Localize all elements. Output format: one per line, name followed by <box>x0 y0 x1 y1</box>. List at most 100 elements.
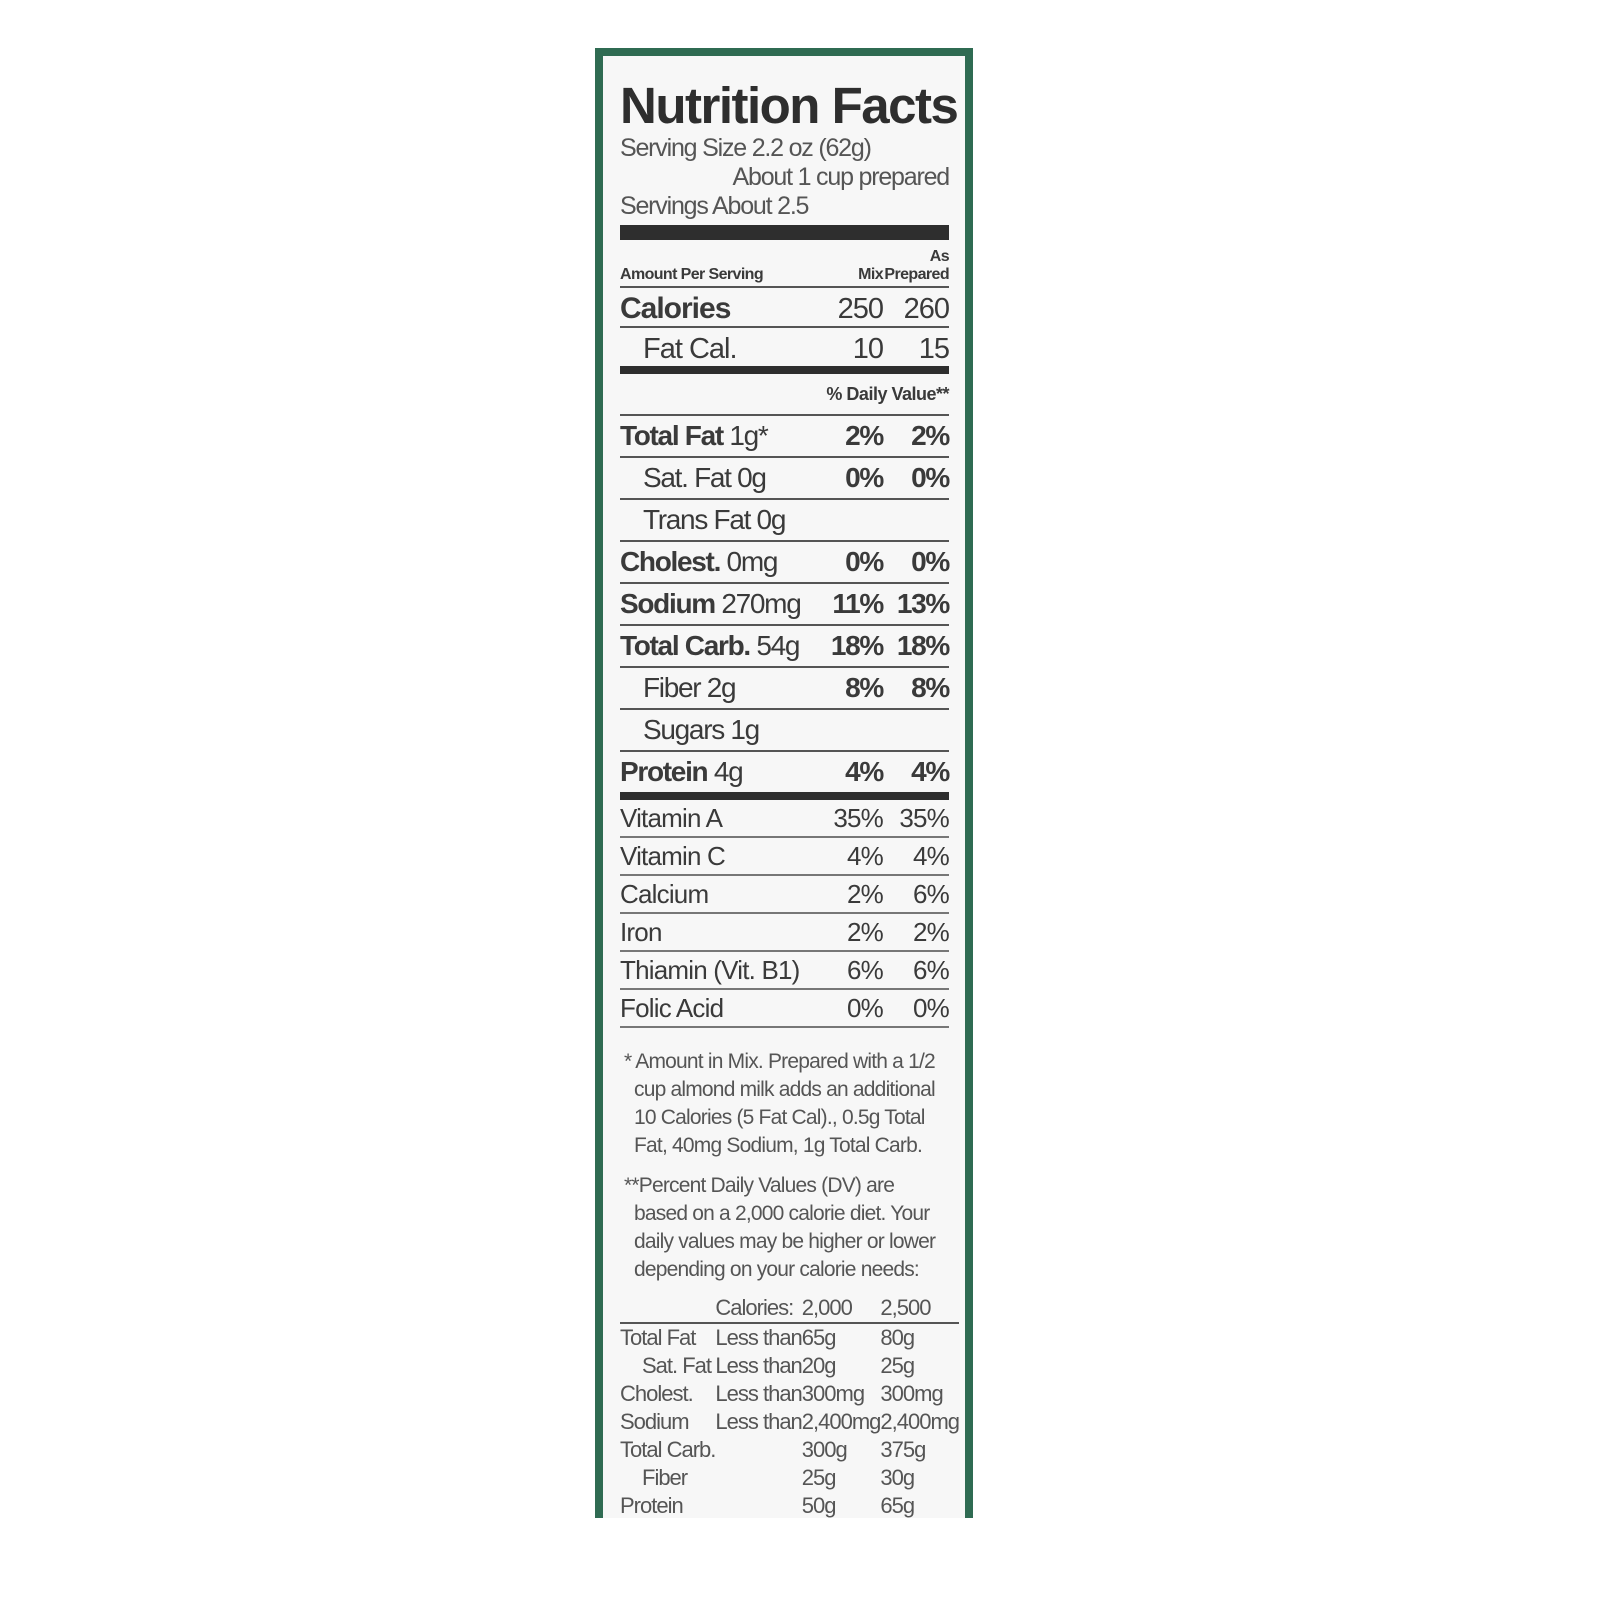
fat-cal-label: Fat Cal. <box>643 333 738 365</box>
dv-table-row: Protein 50g 65g <box>620 1492 959 1520</box>
dv-table-cell: 25g <box>801 1465 837 1490</box>
daily-value-header: % Daily Value** <box>620 374 950 416</box>
nutrient-mix-dv: 0% <box>845 546 884 577</box>
nutrient-mix-dv: 0% <box>845 462 884 493</box>
fat-cal-row: Fat Cal. 10 15 <box>620 328 950 366</box>
nutrient-row: Cholest. 0mg 0% 0% <box>620 542 950 584</box>
dv-table-cell: 80g <box>880 1325 915 1350</box>
nutrient-row: Sodium 270mg 11% 13% <box>620 584 950 626</box>
nutrient-name: Fiber 2g <box>643 672 737 703</box>
nutrient-mix-dv: 11% <box>832 588 884 619</box>
dv-table-row: Fiber 25g 30g <box>620 1464 959 1492</box>
footnotes: * Amount in Mix. Prepared with a 1/2 cup… <box>620 1048 949 1284</box>
dv-table-cell <box>715 1492 801 1520</box>
nutrient-prepared-dv: 4% <box>911 756 950 787</box>
nutrient-name: Sat. Fat 0g <box>643 462 767 493</box>
vitamin-mix: 4% <box>847 841 884 871</box>
nutrient-row: Total Fat 1g* 2% 2% <box>620 416 950 458</box>
nutrient-prepared-dv: 0% <box>911 546 950 577</box>
thick-divider <box>620 366 949 374</box>
dv-table-cell: 2,400mg <box>801 1409 882 1434</box>
dv-table-row: Sodium Less than 2,400mg 2,400mg <box>620 1408 960 1436</box>
nutrient-row: Total Carb. 54g 18% 18% <box>620 626 950 668</box>
nutrient-name: Cholest. <box>620 546 721 577</box>
nutrient-amount: 54g <box>756 630 800 661</box>
footnote-dv: **Percent Daily Values (DV) are based on… <box>624 1174 936 1281</box>
nutrient-mix-dv: 2% <box>845 420 884 451</box>
dv-table-cell: 300mg <box>880 1381 943 1406</box>
dv-table-cell: 65g <box>880 1493 915 1518</box>
dv-table-cell: 2,400mg <box>880 1409 960 1434</box>
vitamin-prepared: 35% <box>899 803 949 833</box>
dv-table-row: Total Fat Less than 65g 80g <box>620 1323 959 1352</box>
nutrient-name: Sodium <box>620 588 716 619</box>
label-title: Nutrition Facts <box>620 77 959 134</box>
vitamin-mix: 6% <box>847 955 884 985</box>
vitamin-mix: 2% <box>847 879 884 909</box>
dv-table-cell: 65g <box>801 1325 837 1350</box>
dv-table-cell: Less than <box>715 1325 802 1350</box>
nutrient-prepared-dv: 2% <box>911 420 950 451</box>
nutrient-prepared-dv: 8% <box>911 672 950 703</box>
dv-table-cell: 300g <box>801 1437 848 1462</box>
vitamin-mix: 2% <box>847 917 884 947</box>
vitamin-prepared: 6% <box>913 955 950 985</box>
vitamin-row: Vitamin A 35% 35% <box>620 800 950 838</box>
nutrient-amount: 1g* <box>729 420 768 451</box>
nutrient-mix-dv: 4% <box>845 756 884 787</box>
dv-table-cell: Protein <box>620 1493 684 1518</box>
dv-table-cell: Cholest. <box>620 1381 694 1406</box>
nutrient-name: Sugars 1g <box>643 714 760 745</box>
nutrient-name: Total Carb. <box>620 630 751 661</box>
vitamin-prepared: 0% <box>913 993 950 1023</box>
vitamin-mix: 0% <box>847 993 884 1023</box>
dv-table-cell: Total Fat <box>620 1325 696 1350</box>
dv-table-cell: Less than <box>715 1353 802 1378</box>
vitamin-name: Vitamin A <box>620 803 723 833</box>
serving-note: About 1 cup prepared <box>732 163 951 191</box>
nutrient-prepared-dv: 18% <box>896 630 950 661</box>
thick-divider <box>620 225 949 240</box>
thick-divider <box>620 792 949 800</box>
nutrient-list: Total Fat 1g* 2% 2% Sat. Fat 0g 0% 0% Trans F… <box>620 416 950 792</box>
mix-header: Mix <box>858 266 883 283</box>
vitamin-list: Vitamin A 35% 35% Vitamin C 4% 4% Calcium 2% 6% I… <box>620 800 950 1028</box>
dv-table-cell: Less than <box>715 1409 802 1434</box>
dv-table-cell: 30g <box>880 1465 915 1490</box>
servings: Servings About 2.5 <box>620 192 809 220</box>
dv-table-cell: 50g <box>801 1493 837 1518</box>
dv-table-cell: Sat. Fat <box>642 1353 712 1378</box>
vitamin-row: Vitamin C 4% 4% <box>620 838 950 876</box>
calories-row: Calories 250 260 <box>620 288 950 328</box>
vitamin-name: Folic Acid <box>620 993 724 1023</box>
dv-table-cell: 375g <box>880 1437 926 1462</box>
nutrient-mix-dv: 18% <box>830 630 884 661</box>
nutrient-row: Sat. Fat 0g 0% 0% <box>620 458 950 500</box>
dv-table-cell: Less than <box>715 1381 802 1406</box>
nutrient-row: Protein 4g 4% 4% <box>620 752 950 792</box>
vitamin-mix: 35% <box>833 803 883 833</box>
nutrient-row: Trans Fat 0g <box>620 500 949 542</box>
dv-table-row: Sat. Fat Less than 20g 25g <box>620 1352 959 1380</box>
nutrient-mix-dv: 8% <box>845 672 884 703</box>
dv-table-cell <box>715 1464 801 1492</box>
dv-table-cell: 2,500 <box>880 1294 960 1324</box>
vitamin-prepared: 6% <box>913 879 950 909</box>
fat-cal-mix: 10 <box>852 333 884 365</box>
vitamin-row: Thiamin (Vit. B1) 6% 6% <box>620 952 950 990</box>
vitamin-name: Thiamin (Vit. B1) <box>620 955 800 985</box>
dv-table-cell: 300mg <box>801 1381 865 1406</box>
dv-table-cell: Sodium <box>620 1409 690 1434</box>
vitamin-prepared: 2% <box>913 917 950 947</box>
dv-table-cell: Calories: <box>715 1294 802 1324</box>
daily-value-table: Calories: 2,000 2,500 Total Fat Less than 65g… <box>620 1294 960 1520</box>
vitamin-name: Iron <box>620 917 662 947</box>
dv-table-cell <box>620 1294 716 1324</box>
nutrient-row: Sugars 1g <box>620 710 949 752</box>
dv-table-cell: 25g <box>880 1353 915 1378</box>
vitamin-name: Calcium <box>620 879 709 909</box>
footnote-mix: * Amount in Mix. Prepared with a 1/2 cup… <box>624 1050 936 1157</box>
vitamin-name: Vitamin C <box>620 841 726 871</box>
serving-size: Serving Size 2.2 oz (62g) <box>620 134 872 162</box>
nutrient-prepared-dv: 13% <box>896 588 950 619</box>
